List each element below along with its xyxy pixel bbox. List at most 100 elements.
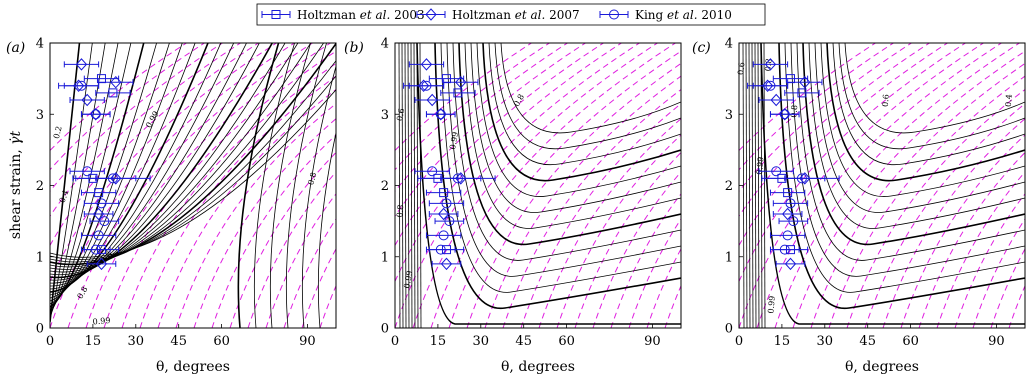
data-point-circle <box>764 173 840 184</box>
x-tick-label: 45 <box>515 334 532 349</box>
contour-line <box>760 43 1025 325</box>
dashed-strain-line <box>737 33 997 328</box>
data-point-circle <box>434 216 465 227</box>
x-axis-label: θ, degrees <box>156 359 230 375</box>
dashed-strain-line <box>265 193 336 328</box>
contour-line <box>50 43 260 281</box>
x-tick-label: 60 <box>558 334 575 349</box>
data-point-circle <box>428 198 465 209</box>
data-point-diamond <box>408 58 445 71</box>
dashed-strain-line <box>936 171 1025 328</box>
legend-entry-holtzman-2007: Holtzman et al. 2007 <box>416 8 580 22</box>
contour-label: 0.8 <box>789 105 799 118</box>
dashed-strain-line <box>739 43 985 328</box>
contour-label: 0.4 <box>58 189 71 204</box>
legend-entry-king-2010: King et al. 2010 <box>599 8 732 22</box>
data-point-circle <box>89 216 120 227</box>
y-tick-label: 0 <box>36 322 44 337</box>
contour-line <box>790 43 1025 277</box>
data-point-circle <box>425 230 462 241</box>
dashed-strain-line <box>50 43 188 152</box>
data-point-circle <box>80 230 117 241</box>
x-tick-label: 30 <box>817 334 834 349</box>
dashed-strain-line <box>739 43 895 171</box>
contour-line <box>407 43 410 328</box>
contour-label: 0.99 <box>755 156 766 175</box>
panel-label: (c) <box>692 40 711 56</box>
contour-line <box>808 43 1025 229</box>
dashed-strain-line <box>538 118 681 328</box>
contour-line <box>419 43 422 328</box>
contour-line <box>50 43 274 279</box>
dashed-strain-line <box>395 43 533 152</box>
contour-line <box>401 43 404 328</box>
x-tick-label: 0 <box>46 334 54 349</box>
data-point-diamond <box>775 257 806 271</box>
contour-label: 0.99 <box>92 316 111 327</box>
diamond-marker-icon <box>425 8 437 21</box>
contour-line <box>50 43 299 273</box>
data-point-circle <box>69 166 105 177</box>
data-point-diamond <box>69 93 105 107</box>
dashed-strain-line <box>229 151 336 328</box>
dashed-strain-line <box>85 43 332 328</box>
dashed-strain-line <box>395 43 551 171</box>
data-point-circle <box>425 244 456 255</box>
contour-label: 0.2 <box>52 125 64 140</box>
y-tick-label: 3 <box>381 108 389 123</box>
svg-text:King et al. 2010: King et al. 2010 <box>635 8 732 22</box>
contour-line <box>301 64 336 328</box>
circle-marker-icon <box>609 9 619 20</box>
y-tick-label: 4 <box>36 37 44 52</box>
data-point-square <box>425 188 462 198</box>
data-point-diamond <box>86 257 117 271</box>
panel-label: (a) <box>6 40 25 56</box>
dashed-strain-line <box>466 62 681 328</box>
y-tick-label: 2 <box>725 179 733 194</box>
legend-entry-holtzman-2003: Holtzman et al. 2003 <box>261 8 425 22</box>
dashed-strain-line <box>846 88 1025 328</box>
dashed-strain-line <box>484 75 681 328</box>
y-tick-label: 4 <box>725 37 733 52</box>
x-tick-label: 15 <box>85 334 102 349</box>
data-point-diamond <box>63 58 100 71</box>
data-point-circle <box>80 244 111 255</box>
contour-line <box>826 43 1025 182</box>
contour-line <box>404 43 407 328</box>
data-point-square <box>95 88 131 98</box>
x-tick-label: 15 <box>430 334 447 349</box>
contour-line <box>50 43 235 287</box>
contour-line <box>796 43 1025 261</box>
dashed-strain-line <box>882 118 1025 328</box>
data-point-circle <box>425 109 456 120</box>
contour-line <box>50 43 336 266</box>
x-tick-label: 15 <box>774 334 791 349</box>
y-tick-label: 0 <box>725 322 733 337</box>
contour-line <box>802 43 1025 246</box>
contour-line <box>754 43 757 328</box>
data-point-diamond <box>752 58 789 71</box>
contour-line <box>446 43 681 277</box>
y-tick-label: 1 <box>381 250 389 265</box>
y-tick-label: 3 <box>36 108 44 123</box>
dashed-strain-line <box>574 151 681 328</box>
data-point-circle <box>75 173 151 184</box>
contour-line <box>494 43 681 150</box>
contour-line <box>237 43 280 328</box>
dashed-strain-line <box>211 134 336 328</box>
dashed-strain-line <box>972 218 1025 328</box>
data-point-circle <box>63 80 100 91</box>
contour-line <box>748 43 751 328</box>
dashed-strain-line <box>900 134 1025 328</box>
contour-line <box>398 43 401 328</box>
data-point-circle <box>769 230 806 241</box>
contour-line <box>760 43 763 328</box>
dashed-strain-line <box>301 247 336 328</box>
data-point-circle <box>769 109 800 120</box>
data-point-diamond <box>772 207 803 221</box>
contour-line <box>434 43 681 310</box>
contour-label: 0.4 <box>1004 94 1014 107</box>
contour-line <box>482 43 681 182</box>
contour-line <box>50 43 325 268</box>
contour-line <box>838 43 1025 150</box>
